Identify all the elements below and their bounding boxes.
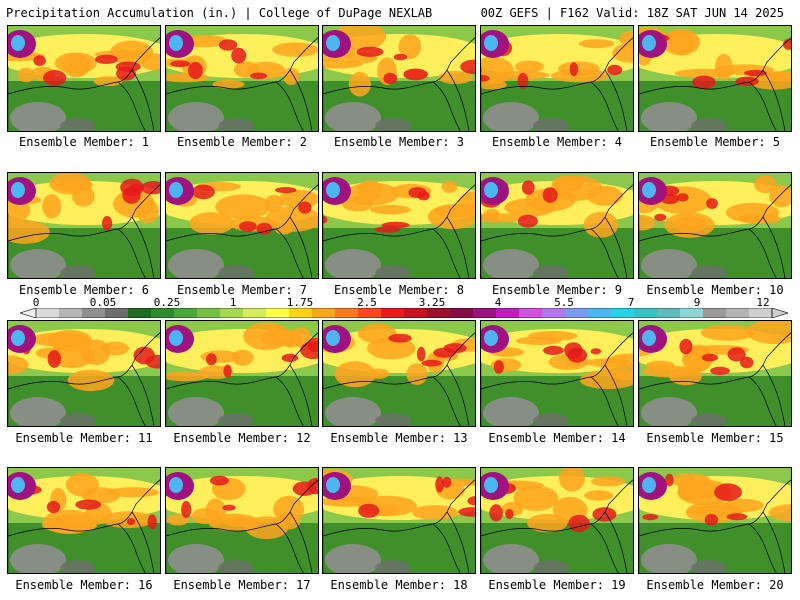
colorbar-segment <box>519 308 543 318</box>
colorbar-segment <box>726 308 750 318</box>
colorbar-segment <box>703 308 727 318</box>
ensemble-member-label: Ensemble Member: 4 <box>491 135 623 149</box>
colorbar-segment <box>496 308 520 318</box>
ensemble-member-13-map <box>322 320 476 427</box>
ensemble-member-16-map <box>7 467 161 574</box>
map-title: Precipitation Accumulation (in.) | Colle… <box>6 6 433 20</box>
colorbar-segment <box>749 308 773 318</box>
colorbar-segment <box>611 308 635 318</box>
ensemble-member-11-map <box>7 320 161 427</box>
colorbar-segment <box>358 308 382 318</box>
colorbar-segment <box>35 308 773 318</box>
colorbar-segment <box>565 308 589 318</box>
ensemble-member-label: Ensemble Member: 10 <box>646 283 784 297</box>
colorbar-tick-label: 3.25 <box>418 296 446 309</box>
ensemble-member-label: Ensemble Member: 7 <box>176 283 308 297</box>
colorbar-segment <box>634 308 658 318</box>
ensemble-member-label: Ensemble Member: 12 <box>173 431 311 445</box>
colorbar-tick-label: 0.25 <box>153 296 181 309</box>
ensemble-member-label: Ensemble Member: 19 <box>488 578 626 592</box>
colorbar-segment <box>381 308 405 318</box>
colorbar-segment <box>20 308 37 318</box>
ensemble-member-label: Ensemble Member: 20 <box>646 578 784 592</box>
colorbar-segment <box>174 308 198 318</box>
ensemble-member-7-map <box>165 172 319 279</box>
ensemble-member-15-map <box>638 320 792 427</box>
colorbar-segment <box>105 308 129 318</box>
colorbar-segment <box>151 308 175 318</box>
colorbar-tick-label: 1.75 <box>286 296 314 309</box>
colorbar-segment <box>220 308 244 318</box>
colorbar-segment <box>312 308 336 318</box>
colorbar-tick-label: 4 <box>494 296 502 309</box>
colorbar-segment <box>588 308 612 318</box>
colorbar-tick-label: 9 <box>693 296 701 309</box>
ensemble-member-label: Ensemble Member: 17 <box>173 578 311 592</box>
colorbar-segment <box>450 308 474 318</box>
colorbar-segment <box>335 308 359 318</box>
colorbar-segment <box>680 308 704 318</box>
ensemble-member-label: Ensemble Member: 13 <box>330 431 468 445</box>
ensemble-member-8-map <box>322 172 476 279</box>
ensemble-member-label: Ensemble Member: 6 <box>18 283 150 297</box>
ensemble-member-4-map <box>480 25 634 132</box>
ensemble-member-label: Ensemble Member: 1 <box>18 135 150 149</box>
ensemble-member-label: Ensemble Member: 14 <box>488 431 626 445</box>
colorbar-segment <box>128 308 152 318</box>
ensemble-member-label: Ensemble Member: 15 <box>646 431 784 445</box>
colorbar-segment <box>243 308 267 318</box>
ensemble-member-19-map <box>480 467 634 574</box>
colorbar-segment <box>197 308 221 318</box>
colorbar-segment <box>427 308 451 318</box>
ensemble-member-10-map <box>638 172 792 279</box>
ensemble-member-label: Ensemble Member: 8 <box>333 283 465 297</box>
colorbar-tick-label: 2.5 <box>357 296 377 309</box>
ensemble-member-1-map <box>7 25 161 132</box>
ensemble-member-label: Ensemble Member: 9 <box>491 283 623 297</box>
colorbar-segment <box>82 308 106 318</box>
colorbar-tick-label: 0 <box>32 296 40 309</box>
ensemble-member-5-map <box>638 25 792 132</box>
ensemble-member-label: Ensemble Member: 2 <box>176 135 308 149</box>
ensemble-member-18-map <box>322 467 476 574</box>
ensemble-member-12-map <box>165 320 319 427</box>
ensemble-member-20-map <box>638 467 792 574</box>
colorbar-tick-label: 12 <box>756 296 770 309</box>
ensemble-member-label: Ensemble Member: 5 <box>649 135 781 149</box>
colorbar-tick-label: 1 <box>229 296 237 309</box>
ensemble-member-label: Ensemble Member: 11 <box>15 431 153 445</box>
colorbar-tick-label: 5.5 <box>554 296 574 309</box>
colorbar-segment <box>36 308 60 318</box>
model-run-info: 00Z GEFS | F162 Valid: 18Z SAT JUN 14 20… <box>480 6 784 20</box>
ensemble-member-17-map <box>165 467 319 574</box>
ensemble-member-9-map <box>480 172 634 279</box>
colorbar-segment <box>473 308 497 318</box>
ensemble-member-14-map <box>480 320 634 427</box>
colorbar-tick-label: 0.05 <box>89 296 117 309</box>
ensemble-member-label: Ensemble Member: 3 <box>333 135 465 149</box>
colorbar-segment <box>266 308 290 318</box>
ensemble-member-label: Ensemble Member: 16 <box>15 578 153 592</box>
colorbar-segment <box>59 308 83 318</box>
colorbar-segment <box>404 308 428 318</box>
ensemble-member-2-map <box>165 25 319 132</box>
colorbar-segment <box>657 308 681 318</box>
colorbar-segment <box>771 308 788 318</box>
ensemble-member-3-map <box>322 25 476 132</box>
colorbar-segment <box>542 308 566 318</box>
colorbar-tick-label: 7 <box>627 296 635 309</box>
ensemble-member-label: Ensemble Member: 18 <box>330 578 468 592</box>
precip-colorbar <box>20 308 788 318</box>
colorbar-segment <box>289 308 313 318</box>
ensemble-member-6-map <box>7 172 161 279</box>
